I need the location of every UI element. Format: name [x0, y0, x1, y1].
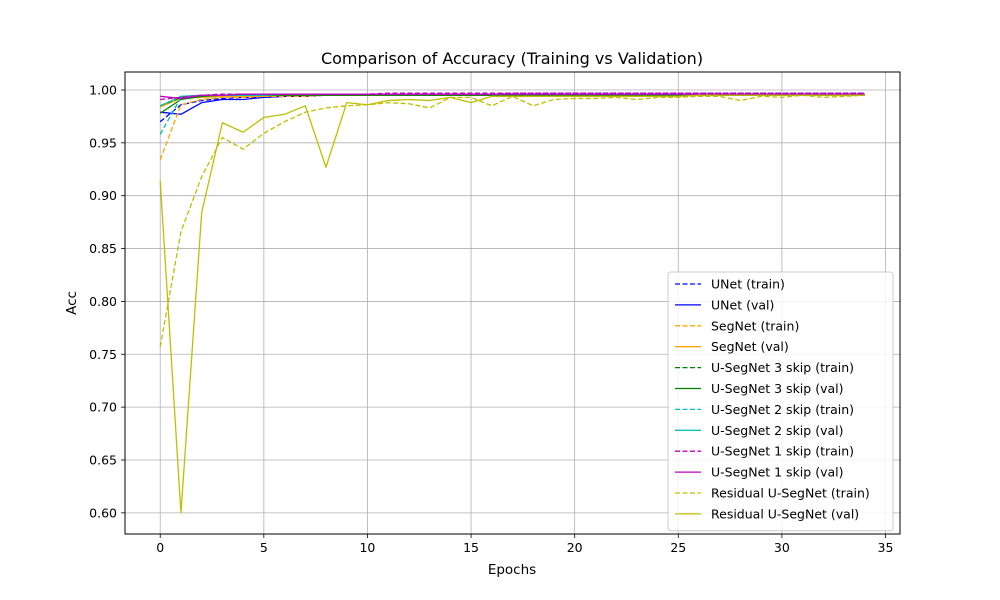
y-tick-label: 0.70: [89, 400, 117, 415]
legend-label: UNet (val): [711, 297, 774, 312]
legend: UNet (train) UNet (val) SegNet (train) SegN…: [667, 271, 894, 532]
legend-box: [667, 271, 894, 532]
y-tick-label: 0.60: [89, 505, 117, 520]
plot-frame: [124, 71, 901, 535]
legend-label: U-SegNet 2 skip (train): [711, 402, 854, 417]
x-tick-label: 35: [878, 540, 894, 555]
x-axis: 0 5 10 15 20 25 30 35: [156, 534, 893, 555]
y-tick-label: 0.65: [89, 452, 117, 467]
series-lines: [159, 92, 865, 514]
y-tick-label: 1.00: [89, 82, 117, 97]
x-tick-label: 10: [359, 540, 375, 555]
x-tick-label: 5: [260, 540, 268, 555]
chart-title: Comparison of Accuracy (Training vs Vali…: [321, 49, 703, 68]
y-tick-label: 0.85: [89, 241, 117, 256]
series-line-residual-u-segnet-val: [159, 94, 865, 514]
x-tick-label: 30: [774, 540, 790, 555]
series-line-residual-u-segnet-train: [159, 94, 865, 347]
y-tick-label: 0.75: [89, 347, 117, 362]
series-line-u-segnet-1-skip-train: [160, 92, 865, 101]
y-tick-label: 0.90: [89, 188, 117, 203]
series-line-u-segnet-1-skip-val: [160, 93, 865, 100]
legend-label: Residual U-SegNet (train): [711, 486, 870, 501]
legend-label: SegNet (train): [711, 318, 799, 333]
legend-label: U-SegNet 1 skip (train): [711, 444, 854, 459]
y-axis-title: Acc: [64, 291, 80, 315]
legend-label: U-SegNet 3 skip (train): [711, 360, 854, 375]
x-tick-label: 25: [670, 540, 686, 555]
y-axis: 0.60 0.65 0.70 0.75 0.80 0.85 0.90 0.95 1.00: [89, 82, 125, 520]
legend-label: U-SegNet 1 skip (val): [711, 465, 843, 480]
legend-label: UNet (train): [711, 277, 785, 292]
legend-label: SegNet (val): [711, 339, 789, 354]
x-tick-label: 0: [156, 540, 164, 555]
y-tick-label: 0.80: [89, 294, 117, 309]
legend-label: U-SegNet 3 skip (val): [711, 381, 843, 396]
x-axis-title: Epochs: [488, 562, 536, 578]
x-tick-label: 15: [463, 540, 479, 555]
legend-label: Residual U-SegNet (val): [711, 506, 859, 521]
legend-label: U-SegNet 2 skip (val): [711, 423, 843, 438]
y-tick-label: 0.95: [89, 135, 117, 150]
x-tick-label: 20: [567, 540, 583, 555]
